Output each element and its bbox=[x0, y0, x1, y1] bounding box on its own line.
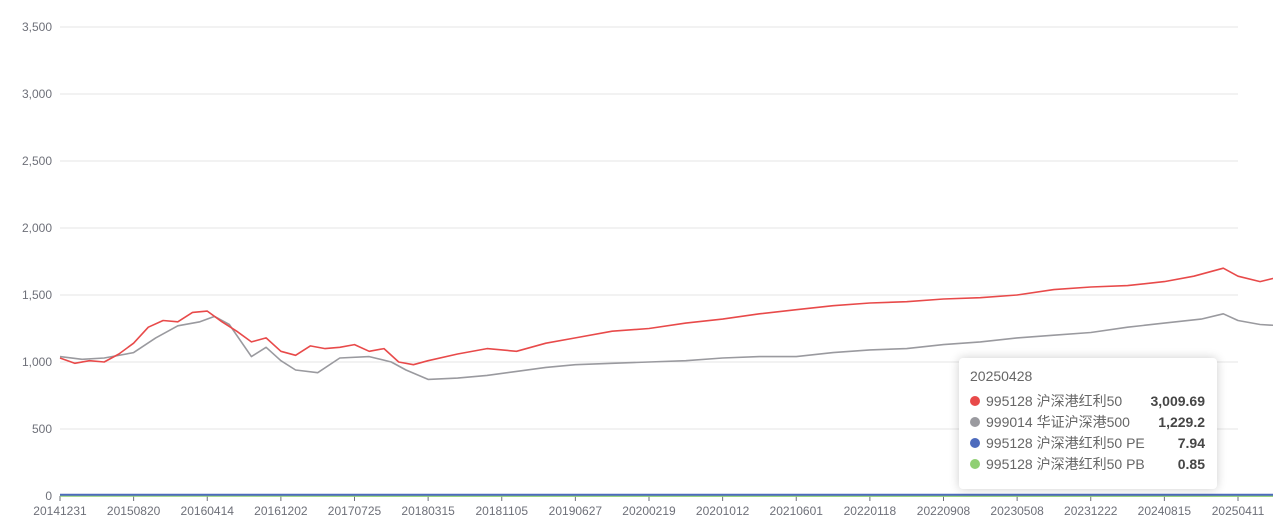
tooltip-series-value: 3,009.69 bbox=[1150, 392, 1206, 409]
tooltip-series-name: 995128 沪深港红利50 PB bbox=[986, 455, 1145, 472]
x-tick-label: 20180315 bbox=[401, 504, 455, 518]
tooltip-series-value: 1,229.2 bbox=[1158, 413, 1205, 430]
x-tick-label: 20190627 bbox=[549, 504, 603, 518]
tooltip-series-value: 0.85 bbox=[1177, 455, 1205, 472]
tooltip-series-name: 999014 华证沪深港500 bbox=[986, 413, 1130, 430]
legend-dot-icon bbox=[970, 437, 980, 448]
hover-tooltip: 20250428 995128 沪深港红利50 3,009.69 999014 … bbox=[959, 358, 1217, 489]
x-tick-label: 20161202 bbox=[254, 504, 308, 518]
x-tick-label: 20210601 bbox=[770, 504, 824, 518]
y-axis-tick-labels: 0 500 1,000 1,500 2,000 2,500 3,000 3,500 bbox=[22, 20, 52, 503]
series-line-1 bbox=[59, 312, 1273, 381]
y-tick-label: 500 bbox=[32, 422, 52, 436]
x-tick-label: 20220118 bbox=[844, 504, 897, 518]
y-tick-label: 3,500 bbox=[22, 20, 52, 34]
x-tick-label: 20201012 bbox=[696, 504, 750, 518]
x-tick-label: 20181105 bbox=[476, 504, 529, 518]
tooltip-series-name: 995128 沪深港红利50 PE bbox=[986, 434, 1145, 451]
y-tick-label: 3,000 bbox=[22, 87, 52, 101]
tooltip-row-pb: 995128 沪深港红利50 PB 0.85 bbox=[970, 453, 1205, 474]
y-gridlines bbox=[60, 26, 1238, 430]
tooltip-row-pe: 995128 沪深港红利50 PE 7.94 bbox=[970, 432, 1205, 453]
y-tick-label: 2,500 bbox=[22, 154, 52, 168]
y-tick-label: 0 bbox=[45, 489, 52, 503]
legend-dot-icon bbox=[970, 416, 980, 427]
y-tick-label: 2,000 bbox=[22, 221, 52, 235]
series-line-0 bbox=[59, 267, 1273, 366]
series-lines bbox=[59, 267, 1273, 497]
x-tick-label: 20231222 bbox=[1064, 504, 1118, 518]
x-tick-label: 20141231 bbox=[33, 504, 87, 518]
tooltip-row-dividend50: 995128 沪深港红利50 3,009.69 bbox=[970, 390, 1205, 411]
x-tick-label: 20250411 bbox=[1212, 504, 1265, 518]
legend-dot-icon bbox=[970, 458, 980, 469]
tooltip-date: 20250428 bbox=[970, 368, 1033, 384]
tooltip-series-name: 995128 沪深港红利50 bbox=[986, 392, 1123, 409]
x-axis-tick-labels: 20141231 20150820 20160414 20161202 20170725… bbox=[33, 504, 1264, 518]
y-tick-label: 1,000 bbox=[22, 355, 52, 369]
x-tick-label: 20160414 bbox=[181, 504, 235, 518]
x-tick-label: 20230508 bbox=[990, 504, 1044, 518]
y-tick-label: 1,500 bbox=[22, 288, 52, 302]
tooltip-row-hk500: 999014 华证沪深港500 1,229.2 bbox=[970, 411, 1205, 432]
legend-dot-icon bbox=[970, 395, 980, 406]
x-tick-label: 20200219 bbox=[622, 504, 676, 518]
tooltip-series-value: 7.94 bbox=[1177, 434, 1205, 451]
x-tick-label: 20240815 bbox=[1138, 504, 1192, 518]
x-tick-label: 20220908 bbox=[917, 504, 971, 518]
x-tick-label: 20170725 bbox=[328, 504, 382, 518]
x-tick-label: 20150820 bbox=[107, 504, 161, 518]
